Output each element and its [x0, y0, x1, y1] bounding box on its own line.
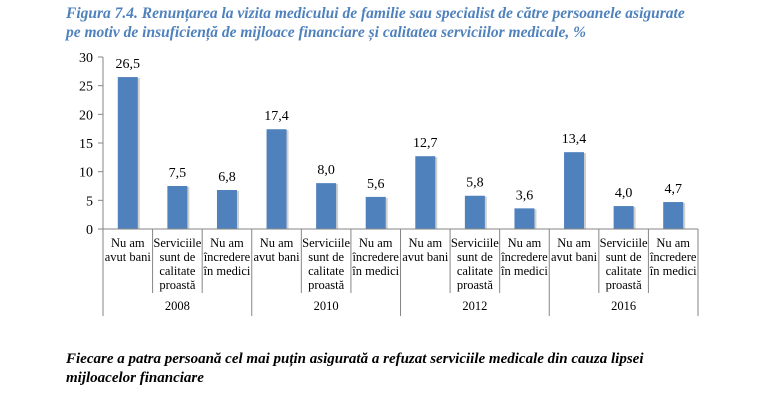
- category-label-line: Nu am: [260, 236, 294, 250]
- category-label: Nu am încredere în medici: [203, 236, 251, 278]
- category-label-line: Nu am: [111, 236, 145, 250]
- category-label-line: calitate: [159, 264, 196, 278]
- data-labels: 26,5 7,5 6,8 17,4 8,0 5,6 12,7 5,8 3,6 13,4 4,0 4,7: [116, 57, 682, 203]
- data-label: 26,5: [116, 57, 141, 72]
- data-label: 4,0: [615, 186, 633, 201]
- category-label-line: calitate: [606, 264, 643, 278]
- category-label-line: Nu am: [408, 236, 442, 250]
- category-label: Nu am încredere în medici: [351, 236, 399, 278]
- category-label: Nu am încredere în medici: [500, 236, 548, 278]
- figure-title-line-2: pe motiv de insuficiență de mijloace fin…: [66, 24, 587, 41]
- data-label: 5,6: [367, 177, 385, 192]
- bar: [216, 190, 237, 229]
- category-label-line: în medici: [649, 264, 697, 278]
- category-label-line: în medici: [500, 264, 548, 278]
- bar: [464, 195, 485, 229]
- category-label-line: încredere: [649, 250, 697, 264]
- data-label: 17,4: [264, 109, 289, 124]
- data-label: 7,5: [169, 166, 187, 181]
- category-label-line: sunt de: [457, 250, 493, 264]
- category-label-line: Nu am: [557, 236, 591, 250]
- category-label: Serviciile sunt de calitate proastă: [600, 236, 648, 292]
- data-label: 8,0: [317, 163, 335, 178]
- category-label: Nu am încredere în medici: [649, 236, 697, 278]
- y-tick-label: 5: [86, 194, 93, 209]
- category-label-line: Nu am: [210, 236, 244, 250]
- y-tick-label: 20: [79, 108, 93, 123]
- category-label-line: avut bani: [551, 250, 598, 264]
- y-tick-label: 10: [79, 166, 93, 181]
- category-label-line: Nu am: [359, 236, 393, 250]
- y-tick-label: 25: [79, 80, 93, 95]
- category-label-line: sunt de: [606, 250, 642, 264]
- group-label: 2016: [611, 299, 636, 313]
- category-label-line: în medici: [203, 264, 251, 278]
- category-label-line: avut bani: [402, 250, 449, 264]
- category-label-line: încredere: [351, 250, 399, 264]
- category-label-line: Serviciile: [451, 236, 499, 250]
- category-label: Nu am avut bani: [551, 236, 598, 264]
- category-label-line: Nu am: [508, 236, 542, 250]
- category-label: Nu am avut bani: [105, 236, 152, 264]
- bar-chart: 0 5 10 15 20 25 30 26,5 7,5 6,8 17,4 8,0 5,6 12,7 5,8…: [79, 51, 699, 316]
- bar: [365, 196, 386, 229]
- category-label: Nu am avut bani: [402, 236, 449, 264]
- group-label: 2012: [462, 299, 487, 313]
- category-label-line: încredere: [203, 250, 251, 264]
- bar: [316, 183, 337, 229]
- data-label: 3,6: [516, 188, 534, 203]
- bar: [415, 156, 436, 229]
- data-label: 4,7: [664, 182, 682, 197]
- data-label: 13,4: [562, 132, 587, 147]
- category-label-line: sunt de: [308, 250, 344, 264]
- category-label-line: Serviciile: [600, 236, 648, 250]
- figure-title: Figura 7.4. Renunțarea la vizita medicul…: [66, 4, 766, 42]
- y-tick-label: 0: [86, 223, 93, 238]
- category-label: Nu am avut bani: [253, 236, 300, 264]
- bar: [266, 129, 287, 229]
- bar: [613, 206, 634, 229]
- category-label-line: proastă: [159, 278, 196, 292]
- category-label-line: Serviciile: [302, 236, 350, 250]
- category-label-line: Nu am: [656, 236, 690, 250]
- y-axis: 0 5 10 15 20 25 30: [79, 51, 104, 238]
- category-label-line: proastă: [457, 278, 494, 292]
- bar: [167, 186, 188, 229]
- data-label: 6,8: [218, 170, 236, 185]
- y-tick-label: 15: [79, 137, 93, 152]
- group-label: 2010: [314, 299, 339, 313]
- bars: [117, 77, 686, 229]
- category-label-line: avut bani: [253, 250, 300, 264]
- group-label: 2008: [165, 299, 190, 313]
- category-label: Serviciile sunt de calitate proastă: [302, 236, 350, 292]
- category-label-line: proastă: [308, 278, 345, 292]
- conclusion-line-1: Fiecare a patra persoană cel mai puțin a…: [66, 351, 644, 367]
- category-label-line: în medici: [351, 264, 399, 278]
- data-label: 5,8: [466, 176, 484, 191]
- figure-title-line-1: Figura 7.4. Renunțarea la vizita medicul…: [66, 5, 685, 22]
- data-label: 12,7: [413, 136, 438, 151]
- y-tick-label: 30: [79, 51, 93, 66]
- category-label: Serviciile sunt de calitate proastă: [451, 236, 499, 292]
- category-label-line: Serviciile: [153, 236, 201, 250]
- category-label: Serviciile sunt de calitate proastă: [153, 236, 201, 292]
- bar: [514, 208, 535, 229]
- category-label-line: încredere: [500, 250, 548, 264]
- category-label-line: calitate: [457, 264, 494, 278]
- category-label-line: calitate: [308, 264, 345, 278]
- category-label-line: avut bani: [105, 250, 152, 264]
- bar: [663, 202, 684, 229]
- category-label-line: sunt de: [159, 250, 195, 264]
- bar: [117, 77, 138, 229]
- category-label-line: proastă: [606, 278, 643, 292]
- conclusion-line-2: mijloacelor financiare: [66, 370, 204, 386]
- bar: [564, 152, 585, 229]
- conclusion-text: Fiecare a patra persoană cel mai puțin a…: [66, 350, 726, 388]
